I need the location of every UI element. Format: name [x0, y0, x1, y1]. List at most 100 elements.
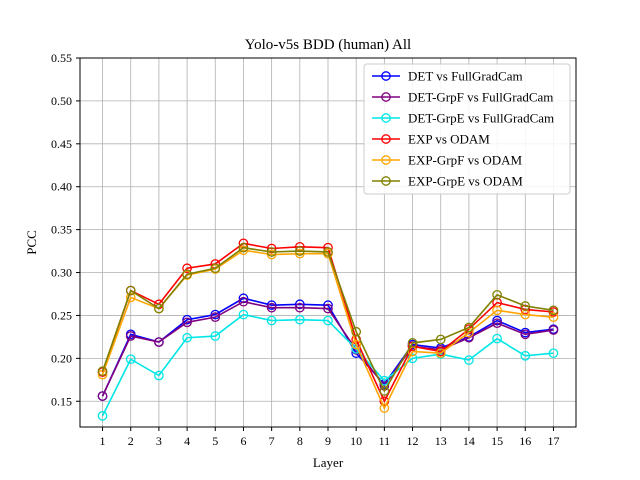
data-point	[182, 314, 192, 325]
series-line	[101, 297, 554, 397]
legend-item: EXP vs ODAM	[372, 132, 490, 147]
x-tick-label: 6	[240, 434, 246, 448]
data-point	[238, 242, 249, 253]
legend-item: DET-GrpE vs FullGradCam	[372, 111, 554, 126]
data-point	[492, 297, 502, 308]
x-tick-label: 16	[519, 434, 531, 448]
x-axis-label: Layer	[313, 455, 344, 470]
data-point	[351, 339, 362, 350]
series-line	[101, 246, 554, 393]
x-axis-ticks: 1 2 3 4 5 6 7 8 9 10 11 12 13 14 15 16 17	[100, 427, 559, 448]
data-point	[125, 285, 136, 296]
y-tick-label: 0.20	[51, 351, 72, 365]
data-point	[182, 263, 192, 274]
legend-marker	[381, 176, 391, 186]
legend-item: DET vs FullGradCam	[372, 69, 523, 84]
data-point	[210, 331, 221, 341]
data-point	[492, 289, 502, 300]
data-point	[548, 312, 559, 323]
legend-label: DET-GrpF vs FullGradCam	[408, 90, 553, 105]
data-point	[154, 337, 164, 347]
x-tick-label: 1	[100, 434, 106, 448]
data-point	[435, 348, 446, 359]
data-point	[182, 269, 192, 280]
data-point	[323, 315, 333, 326]
x-tick-label: 14	[463, 434, 475, 448]
data-point	[125, 292, 136, 303]
data-point	[548, 305, 559, 316]
data-point	[266, 249, 277, 260]
data-point	[294, 302, 305, 313]
data-point	[294, 314, 305, 325]
legend-box	[363, 63, 571, 195]
legend: DET vs FullGradCam DET-GrpF vs FullGradCa…	[363, 63, 571, 195]
legend-marker	[381, 134, 391, 144]
y-tick-label: 0.55	[51, 51, 72, 65]
x-tick-label: 2	[128, 434, 134, 448]
data-point	[266, 302, 277, 313]
data-point	[238, 309, 249, 320]
x-tick-label: 7	[269, 434, 275, 448]
legend-label: DET-GrpE vs FullGradCam	[408, 111, 554, 126]
legend-label: DET vs FullGradCam	[408, 69, 523, 84]
data-point	[435, 334, 446, 345]
y-tick-label: 0.30	[51, 266, 72, 280]
y-tick-label: 0.35	[51, 223, 72, 237]
series-3	[97, 309, 559, 421]
data-point	[492, 315, 502, 326]
x-tick-label: 9	[325, 434, 331, 448]
data-point	[464, 327, 474, 338]
x-tick-label: 10	[350, 434, 362, 448]
legend-label: EXP-GrpE vs ODAM	[408, 174, 523, 189]
data-point	[125, 331, 136, 341]
data-point	[238, 296, 249, 307]
data-point	[97, 366, 108, 377]
data-point	[492, 333, 502, 344]
data-point	[97, 391, 108, 401]
series-line	[101, 313, 554, 417]
data-point	[266, 247, 277, 257]
data-point	[266, 315, 277, 326]
legend-item: DET-GrpF vs FullGradCam	[372, 90, 553, 105]
data-point	[464, 322, 474, 333]
x-tick-label: 12	[407, 434, 419, 448]
x-tick-label: 5	[212, 434, 218, 448]
y-tick-label: 0.40	[51, 180, 72, 194]
data-point	[548, 348, 559, 359]
legend-marker	[381, 113, 391, 123]
x-tick-label: 11	[379, 434, 391, 448]
legend-marker	[381, 92, 391, 102]
legend-item: EXP-GrpE vs ODAM	[372, 174, 523, 189]
data-point	[210, 312, 221, 323]
data-point	[492, 305, 502, 316]
x-tick-label: 13	[435, 434, 447, 448]
data-point	[97, 410, 108, 421]
series-6	[97, 242, 559, 396]
data-point	[210, 263, 221, 274]
series-lines	[97, 238, 559, 421]
y-axis-ticks: 0.15 0.20 0.25 0.30 0.35 0.40 0.45 0.50 0.55	[51, 51, 80, 408]
legend-label: EXP vs ODAM	[408, 132, 490, 147]
y-tick-label: 0.15	[51, 394, 72, 408]
data-point	[154, 303, 164, 314]
legend-item: EXP-GrpF vs ODAM	[372, 153, 523, 168]
legend-marker	[381, 155, 391, 165]
x-tick-label: 3	[156, 434, 162, 448]
data-point	[323, 303, 333, 314]
data-point	[548, 325, 559, 335]
data-point	[492, 318, 502, 329]
data-point	[154, 370, 164, 381]
data-point	[182, 332, 192, 343]
y-axis-label: PCC	[24, 230, 39, 255]
data-point	[407, 338, 418, 348]
y-tick-label: 0.25	[51, 308, 72, 322]
legend-label: EXP-GrpF vs ODAM	[408, 153, 523, 168]
data-point	[266, 300, 277, 310]
data-point	[182, 317, 192, 328]
data-point	[520, 329, 531, 340]
data-point	[125, 354, 136, 365]
data-point	[379, 386, 390, 396]
data-point	[464, 355, 474, 365]
x-tick-label: 8	[297, 434, 303, 448]
